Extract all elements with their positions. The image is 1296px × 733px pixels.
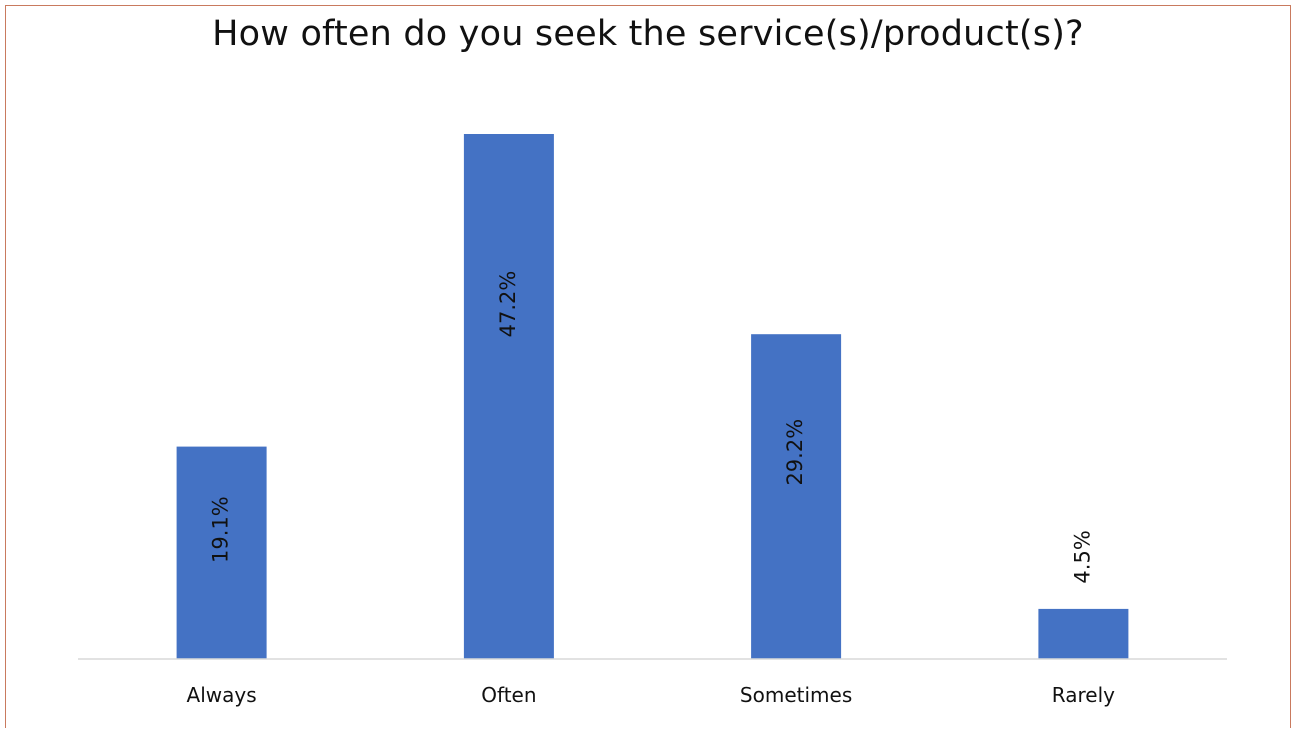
bars-group <box>176 134 1129 659</box>
bar-always <box>176 446 267 659</box>
category-labels-group: Always Often Sometimes Rarely <box>187 683 1116 707</box>
chart-title: How often do you seek the service(s)/pro… <box>212 14 1084 54</box>
data-label-sometimes: 29.2% <box>783 419 807 486</box>
data-label-always: 19.1% <box>209 496 233 563</box>
category-label-rarely: Rarely <box>1052 683 1115 707</box>
data-labels-group: 19.1% 47.2% 29.2% 4.5% <box>209 271 1095 584</box>
data-label-often: 47.2% <box>496 271 520 338</box>
bar-rarely <box>1038 608 1129 659</box>
data-label-rarely: 4.5% <box>1070 530 1094 583</box>
category-label-often: Often <box>481 683 536 707</box>
category-label-always: Always <box>187 683 257 707</box>
bar-sometimes <box>751 334 842 659</box>
category-label-sometimes: Sometimes <box>740 683 852 707</box>
bar-often <box>463 134 554 659</box>
